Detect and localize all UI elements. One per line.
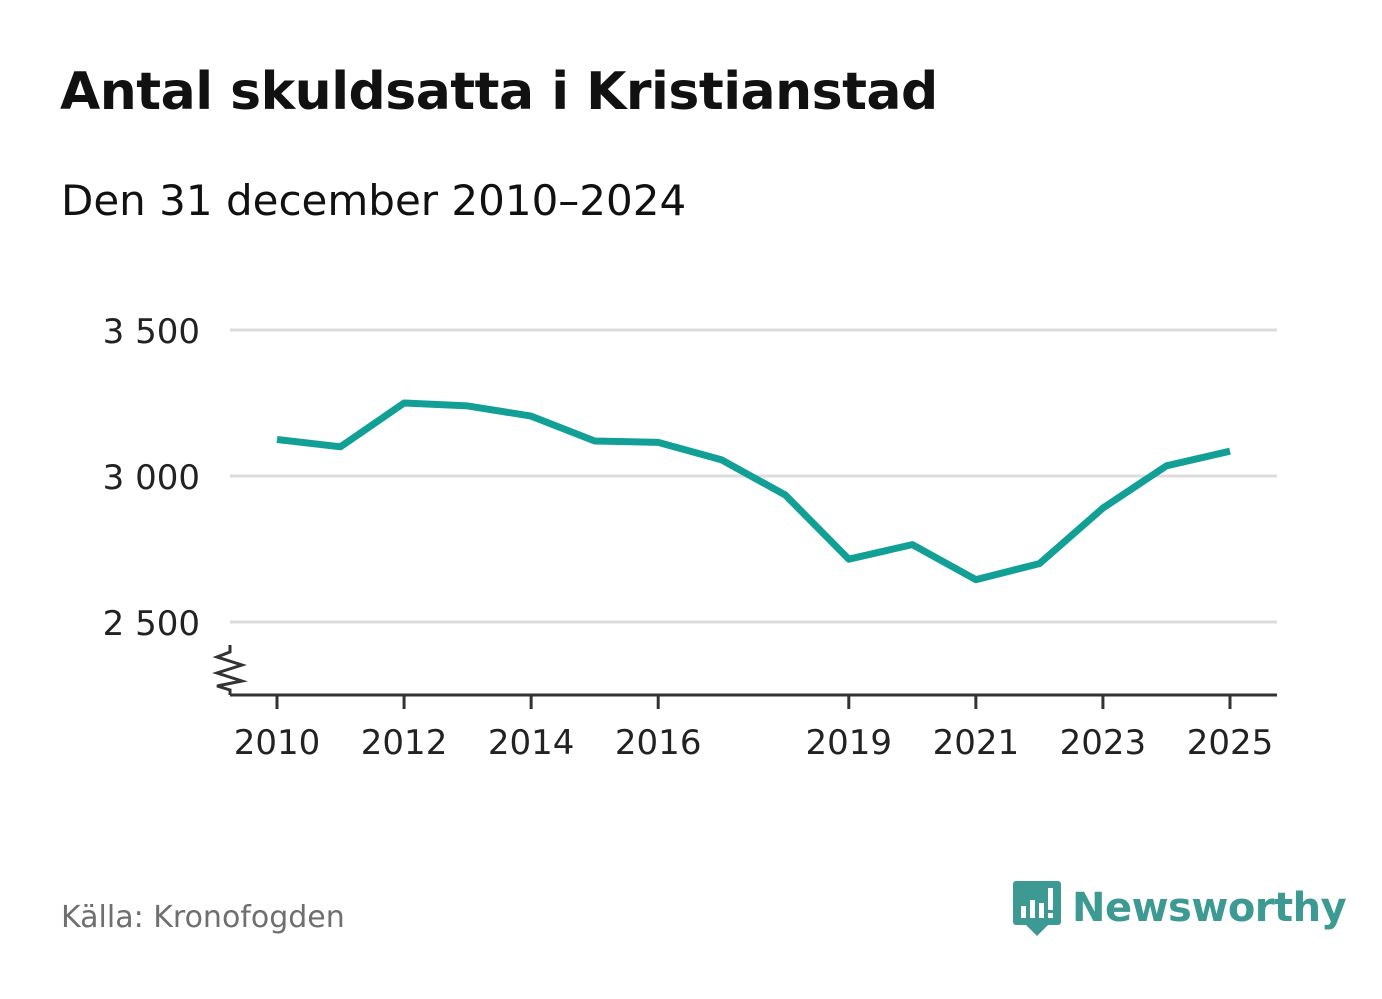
y-tick-label: 3 500: [103, 312, 200, 352]
data-point-2013: [465, 403, 471, 409]
chart-title: Antal skuldsatta i Kristianstad: [60, 62, 938, 122]
series-layer: [274, 399, 1233, 584]
y-tick-label: 3 000: [103, 458, 200, 498]
newsworthy-logo: Newsworthy: [1012, 878, 1347, 938]
data-point-2012: [401, 400, 407, 406]
x-tick-label: 2010: [234, 723, 321, 763]
axis-break-icon: [212, 645, 248, 695]
source-note: Källa: Kronofogden: [61, 900, 345, 935]
x-axis-tick-labels: 2010 2012 2014 2016 2019 2021 2023 2025: [234, 723, 1274, 763]
data-point-2025: [1227, 448, 1233, 454]
data-point-2014: [528, 413, 534, 419]
x-tick-label: 2016: [615, 723, 702, 763]
data-point-2020: [909, 542, 915, 548]
data-point-2019: [846, 556, 852, 562]
data-point-2024: [1163, 463, 1169, 469]
data-point-2015: [592, 438, 598, 444]
y-tick-label: 2 500: [103, 604, 200, 644]
data-point-2016: [655, 439, 661, 445]
x-tick-label: 2021: [933, 723, 1020, 763]
newsworthy-logo-text: Newsworthy: [1072, 885, 1347, 931]
series-line-0: [276, 399, 1231, 584]
data-point-2018: [782, 492, 788, 498]
y-axis-tick-labels: 2 500 3 000 3 500: [103, 312, 200, 644]
chart-subtitle: Den 31 december 2010–2024: [61, 176, 687, 225]
x-tick-label: 2019: [806, 723, 893, 763]
x-tick-label: 2023: [1060, 723, 1147, 763]
data-point-2023: [1100, 505, 1106, 511]
x-tick-label: 2012: [361, 723, 448, 763]
data-point-2010: [274, 437, 280, 443]
x-tick-label: 2025: [1187, 723, 1274, 763]
data-point-2011: [338, 444, 344, 450]
newsworthy-logo-icon: [1013, 881, 1061, 936]
data-point-2021: [973, 577, 979, 583]
data-point-2017: [719, 457, 725, 463]
data-point-2022: [1036, 561, 1042, 567]
x-axis: [212, 645, 1277, 709]
x-tick-label: 2014: [488, 723, 575, 763]
